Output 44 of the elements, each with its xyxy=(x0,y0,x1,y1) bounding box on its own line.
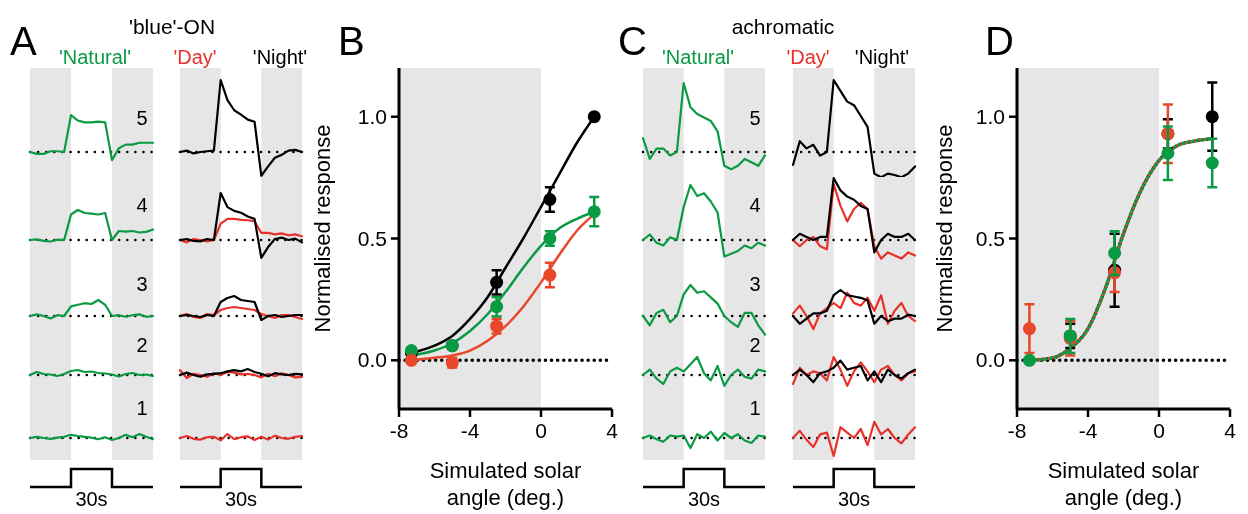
text: 1 xyxy=(136,397,148,419)
y-tick-label: 1.0 xyxy=(975,104,1005,128)
x-tick-label: 4 xyxy=(606,419,619,442)
annotation: 5 xyxy=(749,107,761,129)
legend-label: 'Day' xyxy=(786,46,830,68)
text: A xyxy=(10,19,37,63)
x-tick-label: 4 xyxy=(1224,419,1237,442)
text: achromatic xyxy=(731,15,835,38)
y-tick-label: 1.0 xyxy=(357,104,387,128)
y-tick-label: 0.0 xyxy=(357,348,387,372)
x-tick-label: -4 xyxy=(1078,419,1098,442)
chart-title: 'Natural' xyxy=(58,46,132,68)
text: 'blue'-ON xyxy=(128,15,216,38)
x-tick-label: -8 xyxy=(389,419,409,442)
annotation: 2 xyxy=(749,334,761,356)
text: C xyxy=(618,19,647,63)
x-tick-label: 0 xyxy=(1153,419,1165,442)
annotation: 4 xyxy=(136,194,148,216)
text: 30s xyxy=(75,488,108,510)
annotation: 3 xyxy=(749,273,761,295)
annotation: 5 xyxy=(136,107,148,129)
text: 2 xyxy=(136,334,148,356)
y-axis-title: Normalised response xyxy=(932,124,957,333)
y-tick-label: 0.0 xyxy=(975,348,1005,372)
x-axis-title: Simulated solar angle (deg.) xyxy=(429,458,582,510)
x-tick-label: -8 xyxy=(1007,419,1027,442)
y-axis-title: Normalised response xyxy=(310,124,335,333)
text: 30s xyxy=(687,488,721,510)
legend-label: 'Day' xyxy=(173,46,217,68)
chart-title: B xyxy=(338,19,365,63)
text: 3 xyxy=(136,273,148,295)
x-tick-label: -4 xyxy=(460,419,480,442)
x-axis-title: Simulated solar angle (deg.) xyxy=(1047,458,1200,510)
y-tick-label: 0.5 xyxy=(357,226,387,250)
annotation: 4 xyxy=(749,194,761,216)
text: 30s xyxy=(837,488,871,510)
text: 30s xyxy=(224,488,258,510)
chart-title: D xyxy=(985,19,1014,63)
chart-title: 'Natural' xyxy=(661,46,735,68)
series-label: 'Night' xyxy=(854,46,910,68)
text: 1 xyxy=(749,397,761,419)
y-tick-label: 0.5 xyxy=(975,226,1005,250)
x-tick-label: 0 xyxy=(535,419,547,442)
series-label: 'Night' xyxy=(252,46,308,68)
